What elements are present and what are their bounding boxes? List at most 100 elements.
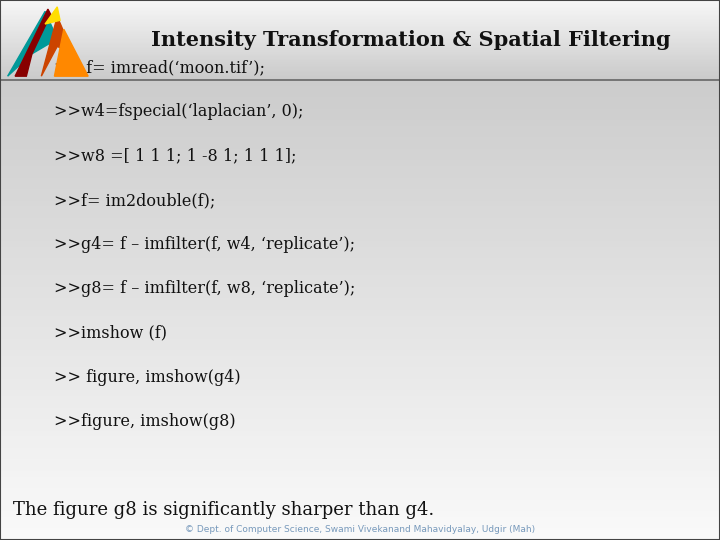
Bar xyxy=(0,3,720,4)
Bar xyxy=(0,15,720,16)
Bar xyxy=(0,103,720,109)
Bar xyxy=(0,184,720,189)
Bar xyxy=(0,63,720,64)
Bar xyxy=(0,304,720,310)
Bar xyxy=(0,149,720,154)
Bar xyxy=(0,31,720,32)
Polygon shape xyxy=(55,29,88,76)
Bar xyxy=(0,77,720,79)
Bar xyxy=(0,20,720,21)
Bar xyxy=(0,55,720,56)
Bar xyxy=(0,195,720,201)
Bar xyxy=(0,39,720,40)
Bar xyxy=(0,414,720,419)
Bar xyxy=(0,235,720,241)
Bar xyxy=(0,460,720,465)
Bar xyxy=(0,178,720,184)
Bar xyxy=(0,14,720,15)
Bar xyxy=(0,46,720,48)
Bar xyxy=(0,356,720,362)
Text: >>w8 =[ 1 1 1; 1 -8 1; 1 1 1];: >>w8 =[ 1 1 1; 1 -8 1; 1 1 1]; xyxy=(54,147,297,165)
Bar xyxy=(0,252,720,258)
Text: >>g8= f – imfilter(f, w8, ‘replicate’);: >>g8= f – imfilter(f, w8, ‘replicate’); xyxy=(54,280,356,298)
Bar xyxy=(0,69,720,71)
Bar xyxy=(0,33,720,35)
Text: >> f= imread(‘moon.tif’);: >> f= imread(‘moon.tif’); xyxy=(54,59,265,76)
Bar xyxy=(0,247,720,252)
Bar xyxy=(0,60,720,61)
Bar xyxy=(0,166,720,172)
Bar xyxy=(0,59,720,60)
Bar xyxy=(0,218,720,224)
Bar xyxy=(0,362,720,367)
Bar xyxy=(0,224,720,230)
Bar xyxy=(0,408,720,414)
Bar xyxy=(0,494,720,500)
Bar xyxy=(0,51,720,52)
Bar xyxy=(0,517,720,523)
Bar xyxy=(0,321,720,327)
Bar xyxy=(0,333,720,339)
Text: >>f= im2double(f);: >>f= im2double(f); xyxy=(54,192,215,209)
Bar xyxy=(0,68,720,69)
Text: © Dept. of Computer Science, Swami Vivekanand Mahavidyalay, Udgir (Mah): © Dept. of Computer Science, Swami Vivek… xyxy=(185,524,535,534)
Bar xyxy=(0,8,720,9)
Bar xyxy=(0,109,720,114)
Bar xyxy=(0,76,720,77)
Bar xyxy=(0,529,720,534)
Bar xyxy=(0,436,720,442)
Bar xyxy=(0,425,720,431)
Bar xyxy=(0,500,720,505)
Bar xyxy=(0,0,720,1)
Bar xyxy=(0,48,720,49)
Bar xyxy=(0,40,720,41)
Bar xyxy=(0,28,720,29)
Bar xyxy=(0,454,720,460)
Bar xyxy=(0,431,720,436)
Bar xyxy=(0,23,720,24)
Bar xyxy=(0,505,720,511)
Bar xyxy=(0,293,720,299)
Polygon shape xyxy=(41,17,73,76)
Bar xyxy=(0,160,720,166)
Bar xyxy=(0,64,720,65)
Text: >> figure, imshow(g4): >> figure, imshow(g4) xyxy=(54,369,240,386)
Bar xyxy=(0,71,720,72)
Bar xyxy=(0,25,720,26)
Text: The figure g8 is significantly sharper than g4.: The figure g8 is significantly sharper t… xyxy=(13,501,434,519)
Bar xyxy=(0,275,720,281)
Bar xyxy=(0,21,720,23)
Bar xyxy=(0,230,720,235)
Bar xyxy=(0,49,720,51)
Bar xyxy=(0,11,720,12)
Bar xyxy=(0,126,720,132)
Bar xyxy=(0,287,720,293)
Bar xyxy=(0,523,720,529)
Bar xyxy=(0,281,720,287)
Bar xyxy=(0,258,720,264)
Bar xyxy=(0,86,720,91)
Bar xyxy=(0,97,720,103)
Bar xyxy=(0,534,720,540)
Text: >>imshow (f): >>imshow (f) xyxy=(54,325,167,342)
Bar xyxy=(0,65,720,66)
Bar xyxy=(0,114,720,120)
Bar xyxy=(0,488,720,494)
Bar xyxy=(0,9,720,11)
Bar xyxy=(0,448,720,454)
Bar xyxy=(0,172,720,178)
Bar xyxy=(0,6,720,8)
Text: >>figure, imshow(g8): >>figure, imshow(g8) xyxy=(54,413,235,430)
Bar xyxy=(0,37,720,39)
Bar xyxy=(0,264,720,269)
Bar xyxy=(0,26,720,28)
Bar xyxy=(0,373,720,379)
Bar xyxy=(0,120,720,126)
Bar xyxy=(0,56,720,57)
Bar xyxy=(0,44,720,45)
Text: >>g4= f – imfilter(f, w4, ‘replicate’);: >>g4= f – imfilter(f, w4, ‘replicate’); xyxy=(54,236,355,253)
Bar xyxy=(0,419,720,425)
Bar xyxy=(0,379,720,384)
Bar xyxy=(0,35,720,36)
Bar xyxy=(0,511,720,517)
